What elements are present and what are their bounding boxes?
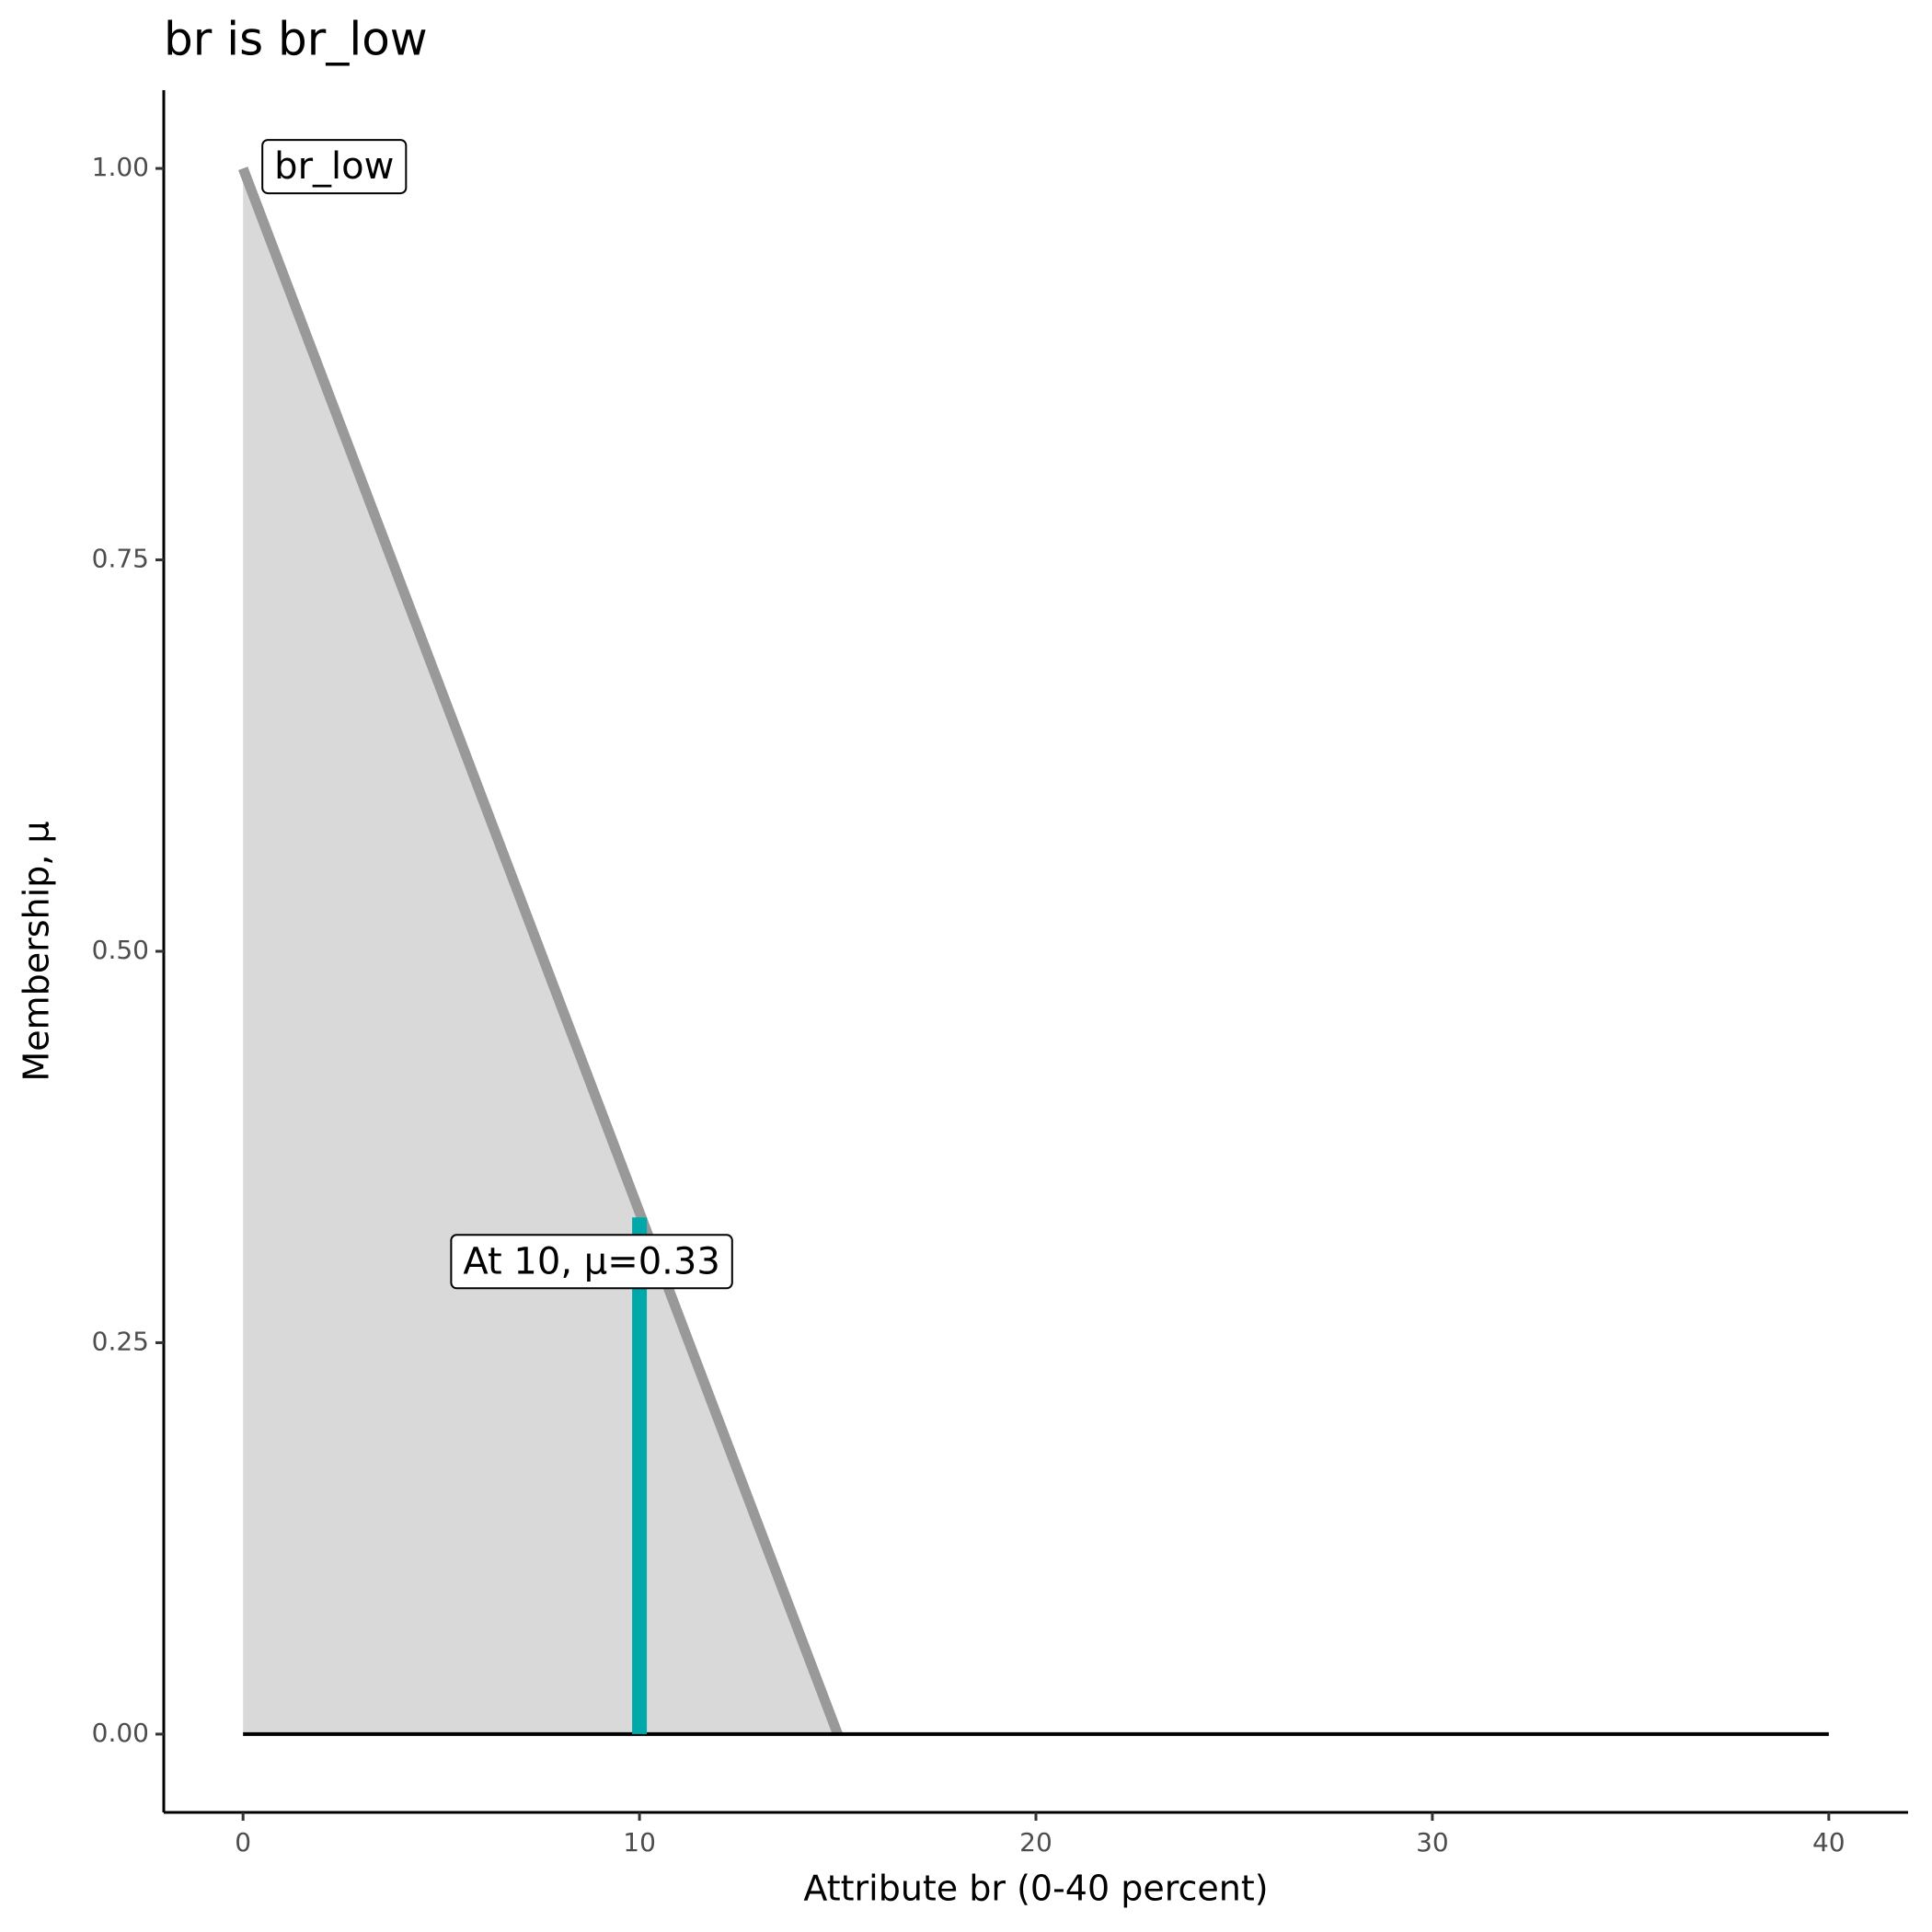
annotation-label: br_low (274, 145, 394, 188)
y-tick-label: 0.50 (92, 935, 149, 965)
x-tick-label: 0 (235, 1827, 251, 1857)
x-axis-title: Attribute br (0-40 percent) (803, 1869, 1268, 1909)
annotation-box (261, 139, 408, 195)
annotation-label: At 10, μ=0.33 (463, 1240, 719, 1282)
membership-line (238, 167, 843, 1736)
x-tick-label: 20 (1019, 1827, 1052, 1857)
x-tick-label: 40 (1812, 1827, 1846, 1857)
chart-title: br is br_low (164, 13, 428, 66)
y-axis-title: Membership, μ (17, 821, 57, 1081)
x-tick-label: 10 (623, 1827, 656, 1857)
annotation-box (450, 1234, 733, 1290)
y-tick-label: 1.00 (92, 152, 149, 182)
y-tick-label: 0.25 (92, 1326, 149, 1356)
y-tick-label: 0.00 (92, 1718, 149, 1748)
y-tick-label: 0.75 (92, 544, 149, 574)
x-tick-label: 30 (1416, 1827, 1449, 1857)
